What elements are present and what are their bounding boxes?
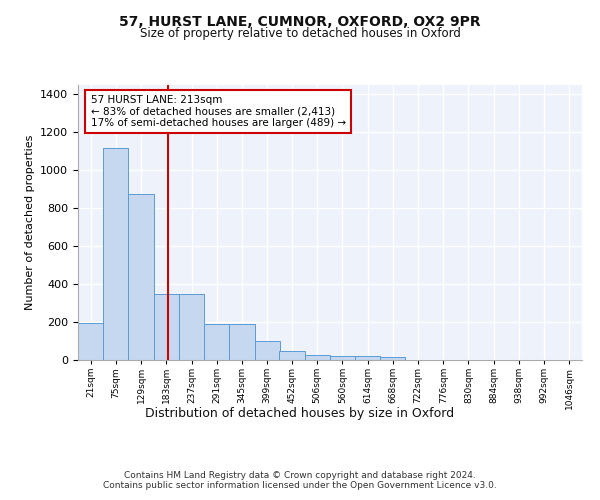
Bar <box>128 194 154 360</box>
Text: 57 HURST LANE: 213sqm
← 83% of detached houses are smaller (2,413)
17% of semi-d: 57 HURST LANE: 213sqm ← 83% of detached … <box>91 95 346 128</box>
Text: 57, HURST LANE, CUMNOR, OXFORD, OX2 9PR: 57, HURST LANE, CUMNOR, OXFORD, OX2 9PR <box>119 15 481 29</box>
Bar <box>103 148 128 360</box>
Bar <box>330 356 355 360</box>
Bar <box>229 324 254 360</box>
Bar <box>154 294 179 360</box>
Text: Distribution of detached houses by size in Oxford: Distribution of detached houses by size … <box>145 408 455 420</box>
Bar <box>355 356 380 360</box>
Y-axis label: Number of detached properties: Number of detached properties <box>25 135 35 310</box>
Bar <box>78 323 103 360</box>
Bar <box>280 350 305 360</box>
Bar <box>254 341 280 360</box>
Bar <box>305 356 330 360</box>
Text: Size of property relative to detached houses in Oxford: Size of property relative to detached ho… <box>140 28 460 40</box>
Bar <box>179 294 204 360</box>
Bar <box>204 324 229 360</box>
Text: Contains HM Land Registry data © Crown copyright and database right 2024.
Contai: Contains HM Land Registry data © Crown c… <box>103 470 497 490</box>
Bar <box>380 357 406 360</box>
